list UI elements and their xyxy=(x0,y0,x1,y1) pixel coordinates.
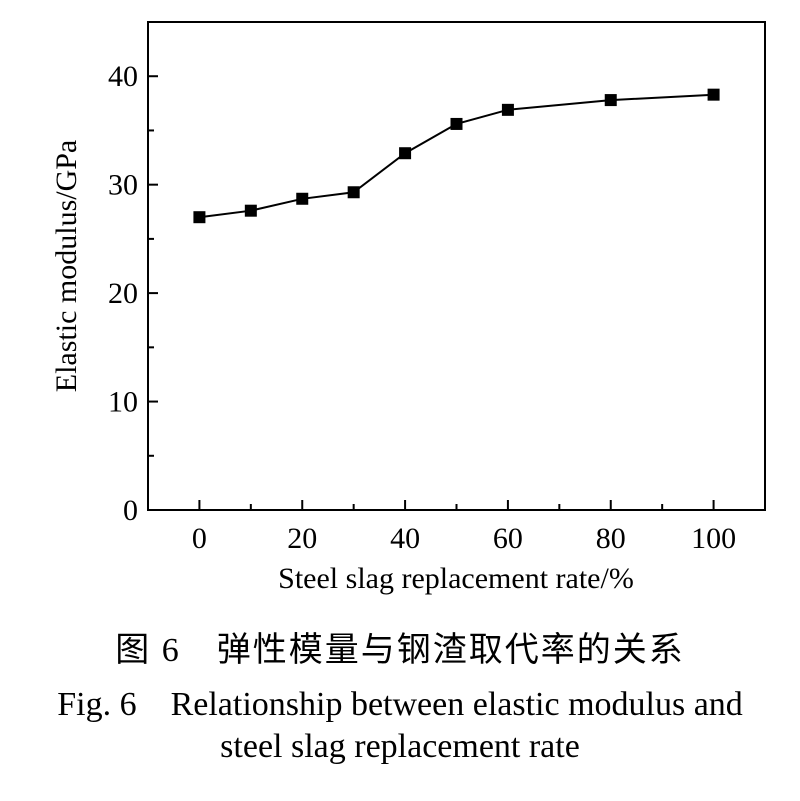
figure-caption-chinese: 图 6 弹性模量与钢渣取代率的关系 xyxy=(115,632,685,669)
data-point-marker xyxy=(501,103,514,116)
y-tick-label: 0 xyxy=(123,494,138,527)
data-point-marker xyxy=(193,211,206,224)
x-axis-ticks: 0 20 40 60 80 100 xyxy=(192,500,736,555)
data-point-marker xyxy=(399,147,412,160)
y-axis-ticks: 0 10 20 30 40 xyxy=(108,21,158,527)
data-point-marker xyxy=(707,88,720,101)
data-markers xyxy=(193,88,720,224)
x-tick-label: 80 xyxy=(596,522,626,555)
plot-area-frame xyxy=(147,21,766,511)
x-axis-label: Steel slag replacement rate/% xyxy=(278,562,634,595)
figure-caption-english-line1: Fig. 6 Relationship between elastic modu… xyxy=(57,686,743,723)
figure-caption-english-line2: steel slag replacement rate xyxy=(220,728,580,765)
y-tick-label: 40 xyxy=(108,60,138,93)
data-point-marker xyxy=(296,192,309,205)
data-point-marker xyxy=(604,94,617,107)
x-tick-label: 0 xyxy=(192,522,207,555)
y-tick-label: 30 xyxy=(108,169,138,202)
series-line xyxy=(199,93,714,219)
y-tick-label: 10 xyxy=(108,386,138,419)
data-point-marker xyxy=(244,204,257,217)
y-tick-label: 20 xyxy=(108,277,138,310)
data-point-marker xyxy=(450,117,463,130)
y-axis-label: Elastic modulus/GPa xyxy=(50,140,83,392)
line-chart: 0 20 40 60 80 100 0 10 20 30 40 Steel slag replac… xyxy=(50,21,766,595)
x-tick-label: 20 xyxy=(287,522,317,555)
x-tick-label: 40 xyxy=(390,522,420,555)
x-tick-label: 100 xyxy=(691,522,736,555)
data-point-marker xyxy=(347,186,360,199)
x-tick-label: 60 xyxy=(493,522,523,555)
